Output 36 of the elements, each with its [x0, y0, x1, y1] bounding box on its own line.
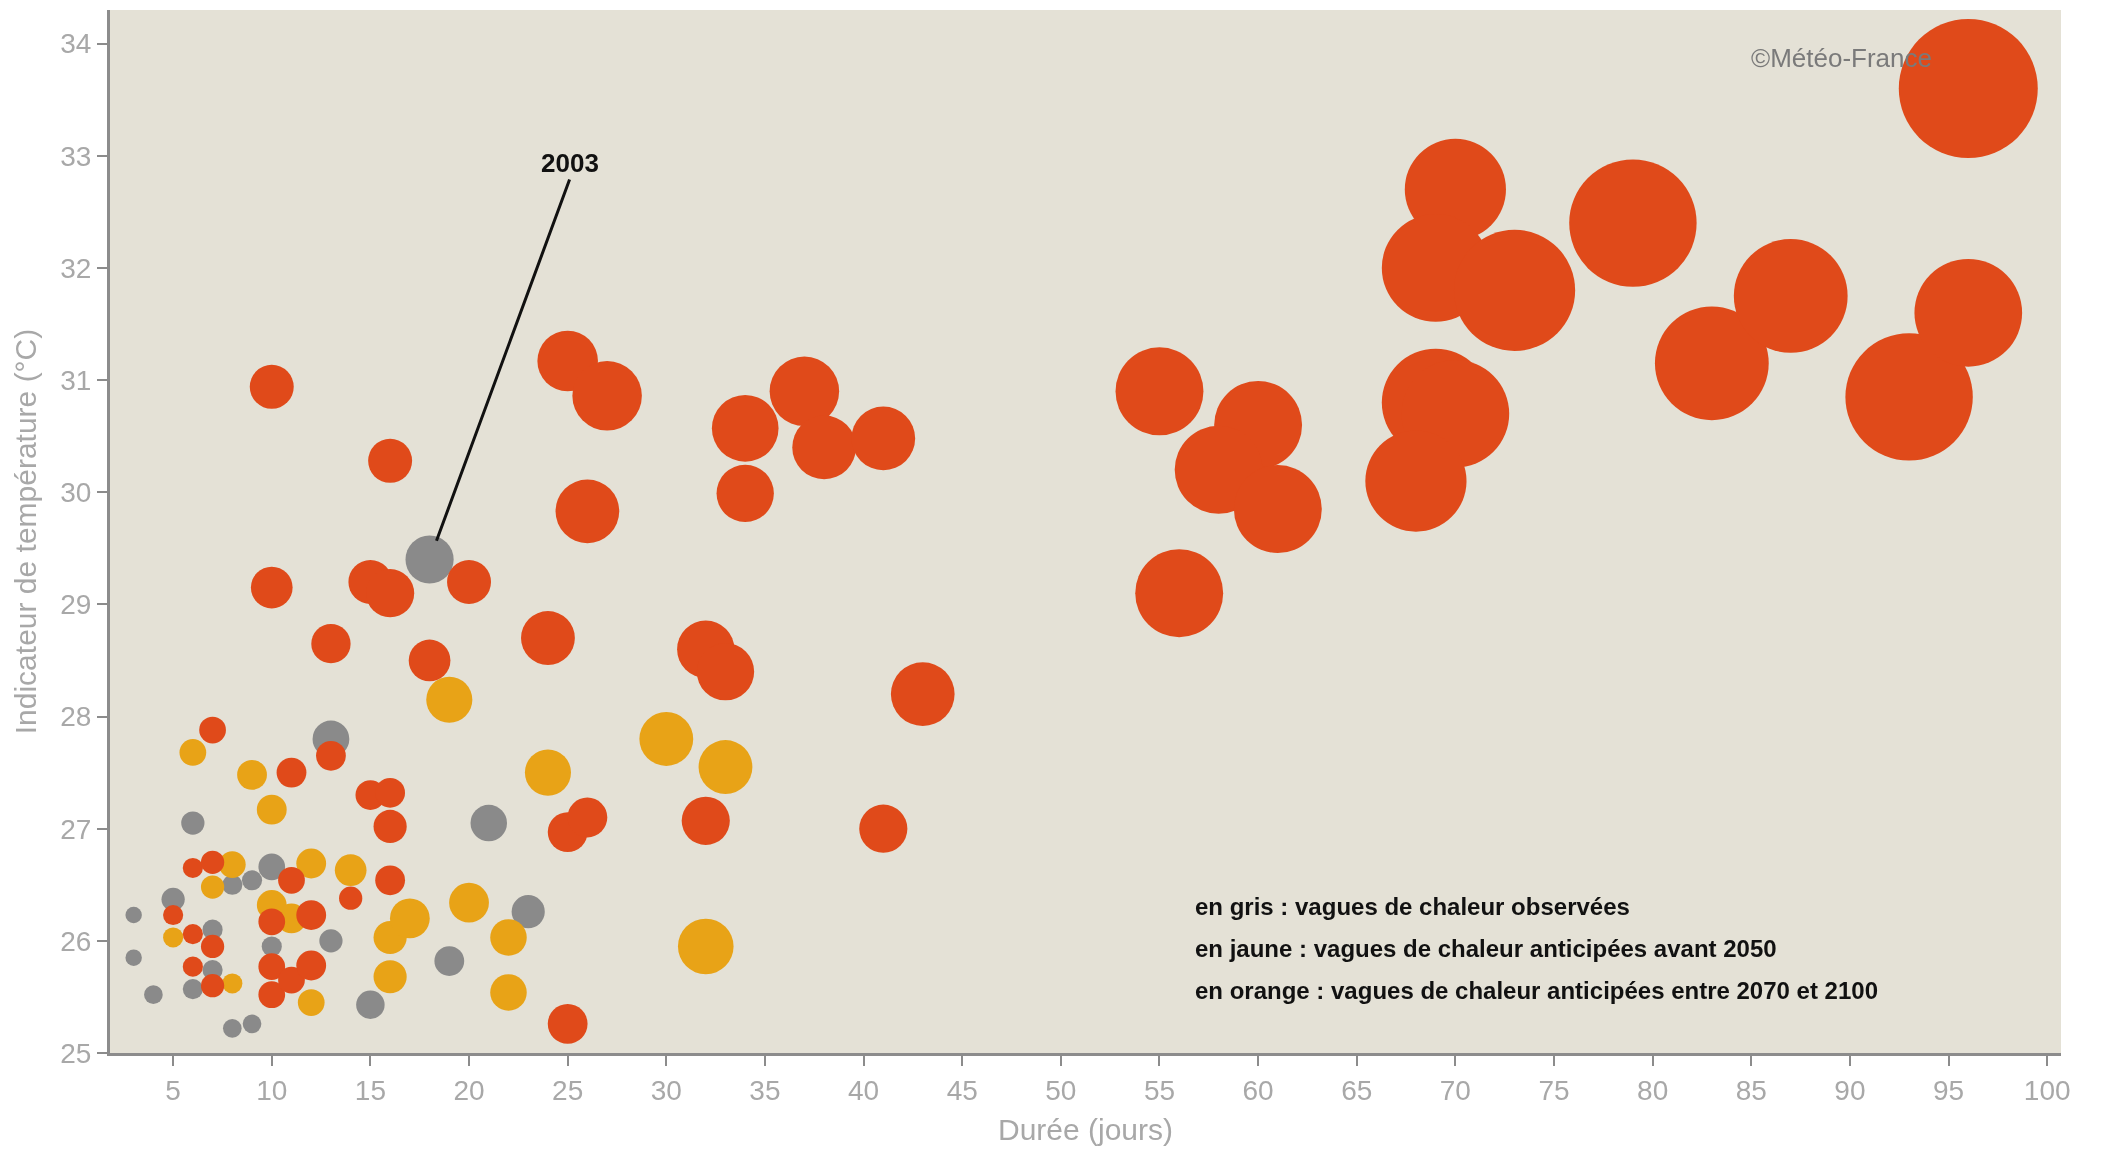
y-axis-title: Indicateur de température (°C): [9, 328, 43, 735]
x-tick-label: 15: [354, 1074, 386, 1106]
x-tick-label: 5: [165, 1074, 181, 1106]
y-tick-label: 30: [60, 477, 92, 509]
y-tick-label: 33: [60, 140, 92, 172]
x-tick-label: 80: [1637, 1074, 1669, 1106]
x-tick-label: 60: [1242, 1074, 1274, 1106]
y-tick-label: 28: [60, 701, 92, 733]
annotation: en orange : vagues de chaleur anticipées entre 2070 et 2100: [1195, 977, 1878, 1004]
y-tick-label: 26: [60, 925, 92, 957]
x-tick-label: 65: [1341, 1074, 1373, 1106]
x-tick-label: 55: [1143, 1074, 1176, 1106]
y-tick-label: 32: [60, 252, 92, 284]
x-tick-label: 85: [1735, 1074, 1767, 1106]
x-tick-label: 20: [453, 1074, 485, 1106]
x-tick-label: 35: [749, 1074, 781, 1106]
x-tick-label: 45: [946, 1074, 978, 1106]
y-tick-label: 27: [60, 813, 92, 845]
annotation: 2003: [541, 148, 599, 178]
y-tick-label: 29: [60, 589, 92, 621]
x-tick-label: 30: [650, 1074, 682, 1106]
x-axis-title: Durée (jours): [997, 1113, 1174, 1147]
x-tick-label: 25: [552, 1074, 584, 1106]
annotation: en jaune : vagues de chaleur anticipées avant 2050: [1195, 935, 1777, 962]
y-tick-label: 25: [60, 1037, 92, 1069]
x-tick-label: 75: [1538, 1074, 1570, 1106]
y-tick-label: 31: [60, 364, 92, 396]
x-tick-label: 40: [847, 1074, 880, 1106]
x-tick-label: 10: [256, 1074, 288, 1106]
x-tick-label: 50: [1045, 1074, 1077, 1106]
x-tick-label: 95: [1932, 1074, 1965, 1106]
x-tick-label: 90: [1834, 1074, 1866, 1106]
x-tick-label: 100: [2023, 1074, 2071, 1106]
x-tick-label: 70: [1439, 1074, 1471, 1106]
y-tick-label: 34: [60, 28, 92, 60]
annotation: en gris : vagues de chaleur observées: [1195, 893, 1630, 920]
